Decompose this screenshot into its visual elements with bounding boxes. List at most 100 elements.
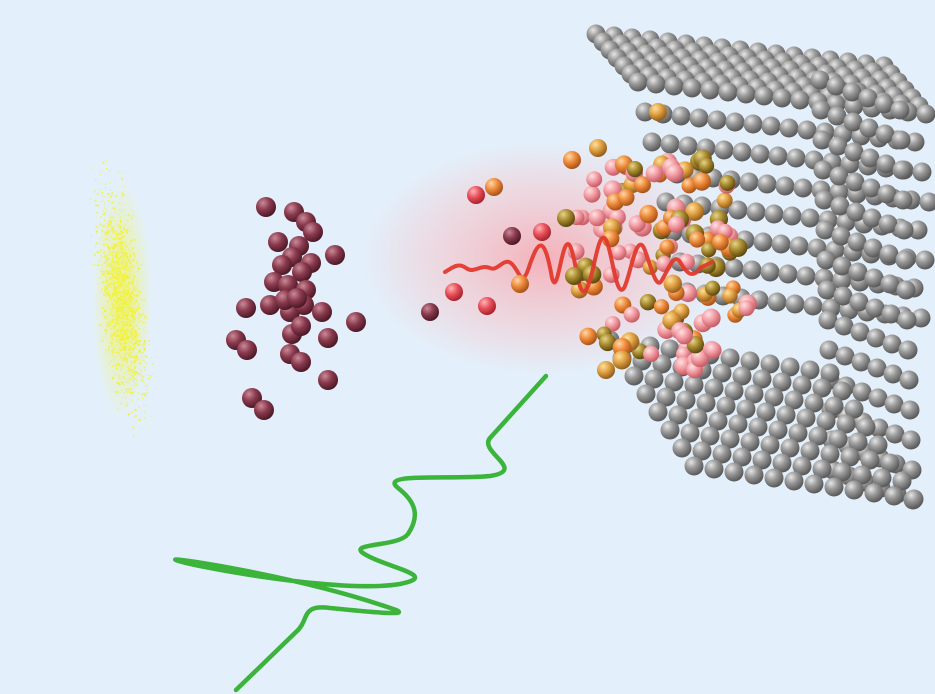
electron-dot [117,236,121,240]
excited-atom [698,158,715,174]
electron-dot [127,370,130,373]
electron-dot [122,323,125,326]
electron-dot [119,202,121,204]
electron-dot [104,254,106,257]
electron-dot [107,192,110,196]
electron-dot [110,265,113,267]
lattice-atom [850,322,870,342]
lattice-atom [831,226,851,246]
electron-dot [111,266,113,269]
lattice-atom [900,400,920,420]
electron-dot [134,304,137,307]
ejected-particle [485,178,503,196]
electron-dot [109,252,111,255]
electron-dot [130,313,132,316]
electron-dot [128,265,131,269]
excited-atom [716,192,733,209]
electron-dot [104,270,108,273]
electron-dot [123,345,127,348]
electron-dot [128,368,131,371]
electron-dot [132,334,135,337]
electron-dot [141,397,144,400]
electron-dot [132,391,135,393]
lattice-atom [628,72,648,92]
electron-dot [135,370,137,373]
electron-dot [138,406,141,408]
electron-dot [124,396,126,399]
electron-dot [135,347,137,350]
ion-sphere [303,222,323,242]
electron-dot [139,348,141,351]
electron-dot [124,318,126,320]
electron-dot [120,309,123,312]
electron-dot [127,219,129,222]
lattice-atom [892,160,912,180]
electron-dot [126,381,129,383]
electron-dot [122,263,125,265]
ejected-particle [478,297,496,315]
electron-dot [120,307,123,310]
electron-dot [107,254,109,256]
electron-dot [125,343,127,345]
electron-dot [115,238,117,240]
electron-dot [128,319,130,321]
electron-dot [127,309,129,311]
electron-dot [125,404,127,406]
electron-dot [127,345,130,348]
ion-sphere [346,312,366,332]
lattice-atom [708,411,728,431]
electron-dot [118,267,122,270]
excited-atom [604,316,621,332]
electron-dot [121,263,123,266]
electron-dot [124,337,128,341]
lattice-atom [872,468,892,488]
electron-dot [130,333,132,336]
electron-dot [118,383,121,387]
electron-dot [128,281,131,284]
lattice-atom [800,208,820,228]
electron-dot [126,310,128,313]
lattice-atom [827,106,847,126]
electron-dot [142,375,145,378]
electron-dot [125,245,128,249]
electron-dot [108,264,110,266]
lattice-atom [664,76,684,96]
electron-dot [144,361,147,364]
electron-dot [107,271,109,274]
excited-atom [598,333,617,352]
lattice-atom [776,405,796,425]
electron-dot [110,278,112,280]
electron-dot [122,357,125,360]
electron-dot [101,273,104,276]
electron-dot [100,249,102,251]
electron-dot [105,316,107,319]
lattice-atom [848,262,868,282]
electron-dot [114,319,116,321]
electron-dot [110,342,114,345]
electron-dot [147,423,150,426]
electron-dot [131,374,134,378]
electron-dot [100,251,103,254]
electron-dot [119,230,122,233]
electron-dot [143,365,146,368]
electron-dot [114,373,117,376]
electron-dot [129,242,132,245]
electron-dot [116,318,118,321]
electron-dot [132,288,135,291]
electron-dot [130,341,133,343]
electron-dot [118,375,121,377]
electron-dot [132,283,134,285]
lattice-atom [876,154,896,174]
electron-dot [139,290,142,294]
electron-dot [122,342,124,345]
electron-dot [131,411,133,414]
electron-dot [123,226,126,229]
electron-dot [136,339,138,342]
electron-dot [106,237,108,239]
electron-dot [98,251,101,254]
lattice-atom [660,339,680,359]
electron-dot [138,358,140,360]
electron-dot [142,393,145,396]
lattice-atom [712,363,732,383]
excited-atom [738,300,755,317]
